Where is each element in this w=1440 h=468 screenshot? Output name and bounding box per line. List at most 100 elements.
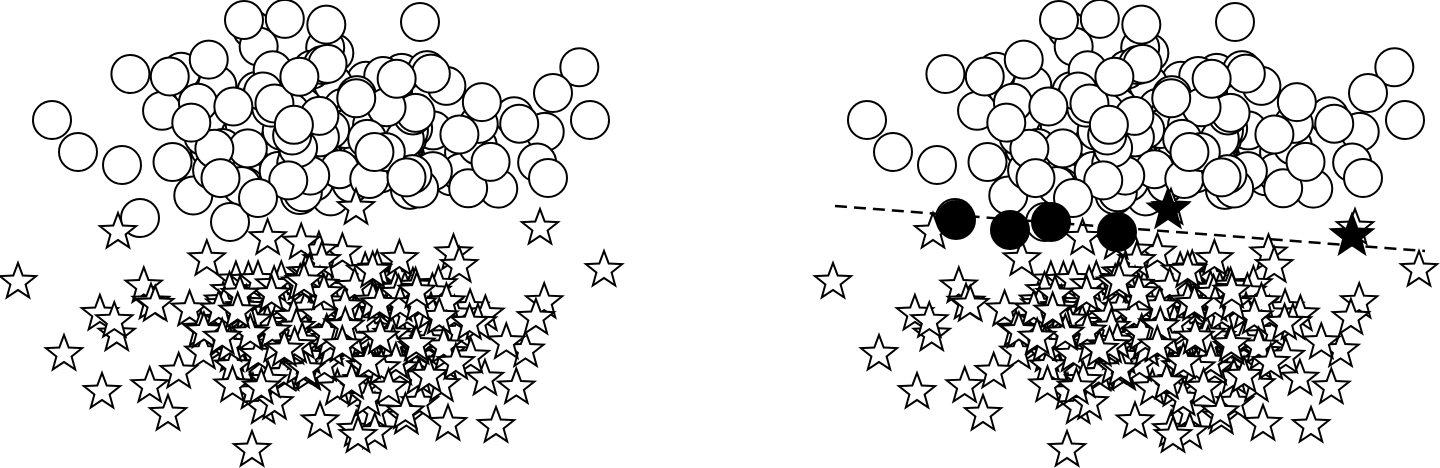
right-star-marker	[1212, 282, 1254, 322]
right-star-marker	[1182, 366, 1225, 406]
left-star-marker	[211, 363, 254, 404]
left-circle-marker	[238, 178, 278, 218]
left-circle-marker	[273, 104, 314, 145]
left-circle-marker	[227, 128, 268, 169]
left-circle-marker	[188, 39, 229, 80]
right-star-marker	[1398, 248, 1440, 288]
right-circle-marker	[986, 102, 1027, 143]
right-circle-marker	[1225, 53, 1266, 94]
left-star-marker	[298, 293, 340, 334]
left-star-marker	[122, 264, 165, 305]
highlighted-circle-marker	[990, 210, 1030, 250]
highlighted-circle-marker	[936, 200, 976, 240]
left-star-marker	[299, 399, 341, 440]
left-star-marker	[263, 327, 306, 368]
right-circle-marker	[925, 53, 966, 94]
right-star-marker	[1016, 315, 1059, 356]
left-star-marker	[157, 350, 200, 390]
right-circle-marker	[1169, 132, 1210, 173]
highlighted-circle-marker	[1097, 212, 1137, 252]
left-circle-marker	[376, 58, 417, 99]
left-star-marker	[384, 390, 427, 431]
left-star-marker	[229, 311, 272, 352]
right-circle-marker	[1094, 56, 1135, 97]
highlighted-star-marker	[1328, 211, 1376, 257]
highlighted-circle-marker	[1031, 202, 1071, 242]
right-star-marker	[1114, 399, 1156, 440]
right-star-marker	[858, 332, 900, 372]
left-circle-marker	[354, 132, 395, 173]
left-circle-marker	[213, 86, 254, 127]
left-circle-marker	[410, 53, 451, 94]
left-star-marker	[337, 414, 379, 454]
right-circle-marker	[967, 142, 1008, 183]
right-star-marker	[1166, 249, 1209, 289]
right-circle-marker	[1285, 141, 1326, 182]
right-star-marker	[1078, 327, 1121, 368]
right-star-marker	[1098, 259, 1140, 300]
left-circle-marker	[224, 0, 264, 40]
right-star-marker	[962, 392, 1004, 432]
right-circle-marker	[964, 56, 1005, 97]
right-star-marker	[972, 350, 1015, 390]
right-star-marker	[1066, 309, 1109, 350]
right-star-marker	[1061, 216, 1104, 256]
left-circle-marker	[448, 168, 489, 209]
left-circle-marker	[171, 102, 212, 143]
right-star-marker	[1253, 244, 1296, 284]
left-star-marker	[408, 354, 450, 394]
right-star-marker	[1162, 340, 1205, 381]
right-circle-marker	[1191, 58, 1232, 99]
right-star-marker	[1210, 322, 1253, 363]
left-star-marker	[201, 315, 244, 356]
left-star-marker	[240, 365, 283, 406]
right-star-marker	[1026, 363, 1069, 404]
right-star-marker	[1031, 289, 1074, 330]
right-star-marker	[1145, 360, 1188, 401]
left-circle-marker	[528, 158, 568, 198]
right-star-marker	[1249, 341, 1292, 381]
left-circle-marker	[533, 73, 573, 113]
right-star-marker	[949, 283, 992, 323]
right-circle-marker	[1276, 82, 1317, 123]
right-star-marker	[908, 299, 951, 339]
right-circle-marker	[1028, 86, 1069, 127]
right-star-marker	[1199, 390, 1242, 431]
right-star-marker	[1310, 365, 1353, 406]
left-star-marker	[347, 340, 390, 381]
left-circle-marker	[264, 0, 305, 39]
right-circle-marker	[847, 100, 887, 140]
left-star-marker	[434, 341, 477, 381]
right-circle-marker	[1215, 2, 1255, 42]
left-circle-marker	[149, 56, 190, 97]
right-star-marker	[1193, 237, 1236, 277]
left-circle-marker	[470, 141, 511, 182]
left-circle-marker	[499, 103, 540, 144]
left-star-marker	[475, 404, 517, 444]
left-star-marker	[81, 370, 123, 410]
right-star-marker	[910, 312, 953, 353]
left-circle-marker	[279, 56, 320, 97]
left-star-marker	[583, 248, 625, 288]
left-circle-marker	[559, 47, 600, 88]
left-star-marker	[335, 186, 377, 226]
right-circle-marker	[1201, 157, 1242, 198]
right-star-marker	[937, 264, 980, 305]
right-star-marker	[1290, 404, 1332, 444]
right-star-marker	[812, 260, 854, 300]
left-star-marker	[351, 249, 394, 289]
left-circle-marker	[306, 4, 347, 45]
right-star-marker	[1242, 402, 1284, 442]
right-circle-marker	[917, 145, 957, 185]
right-star-marker	[1174, 315, 1217, 356]
right-star-marker	[1046, 428, 1088, 468]
right-star-marker	[1263, 301, 1306, 341]
right-circle-marker	[1083, 160, 1124, 201]
left-star-marker	[378, 237, 421, 277]
left-star-marker	[231, 428, 273, 468]
left-star-marker	[280, 220, 323, 261]
right-star-marker	[1055, 365, 1098, 406]
left-star-marker	[515, 296, 557, 336]
left-star-marker	[523, 280, 565, 320]
right-circle-marker	[1039, 0, 1079, 40]
